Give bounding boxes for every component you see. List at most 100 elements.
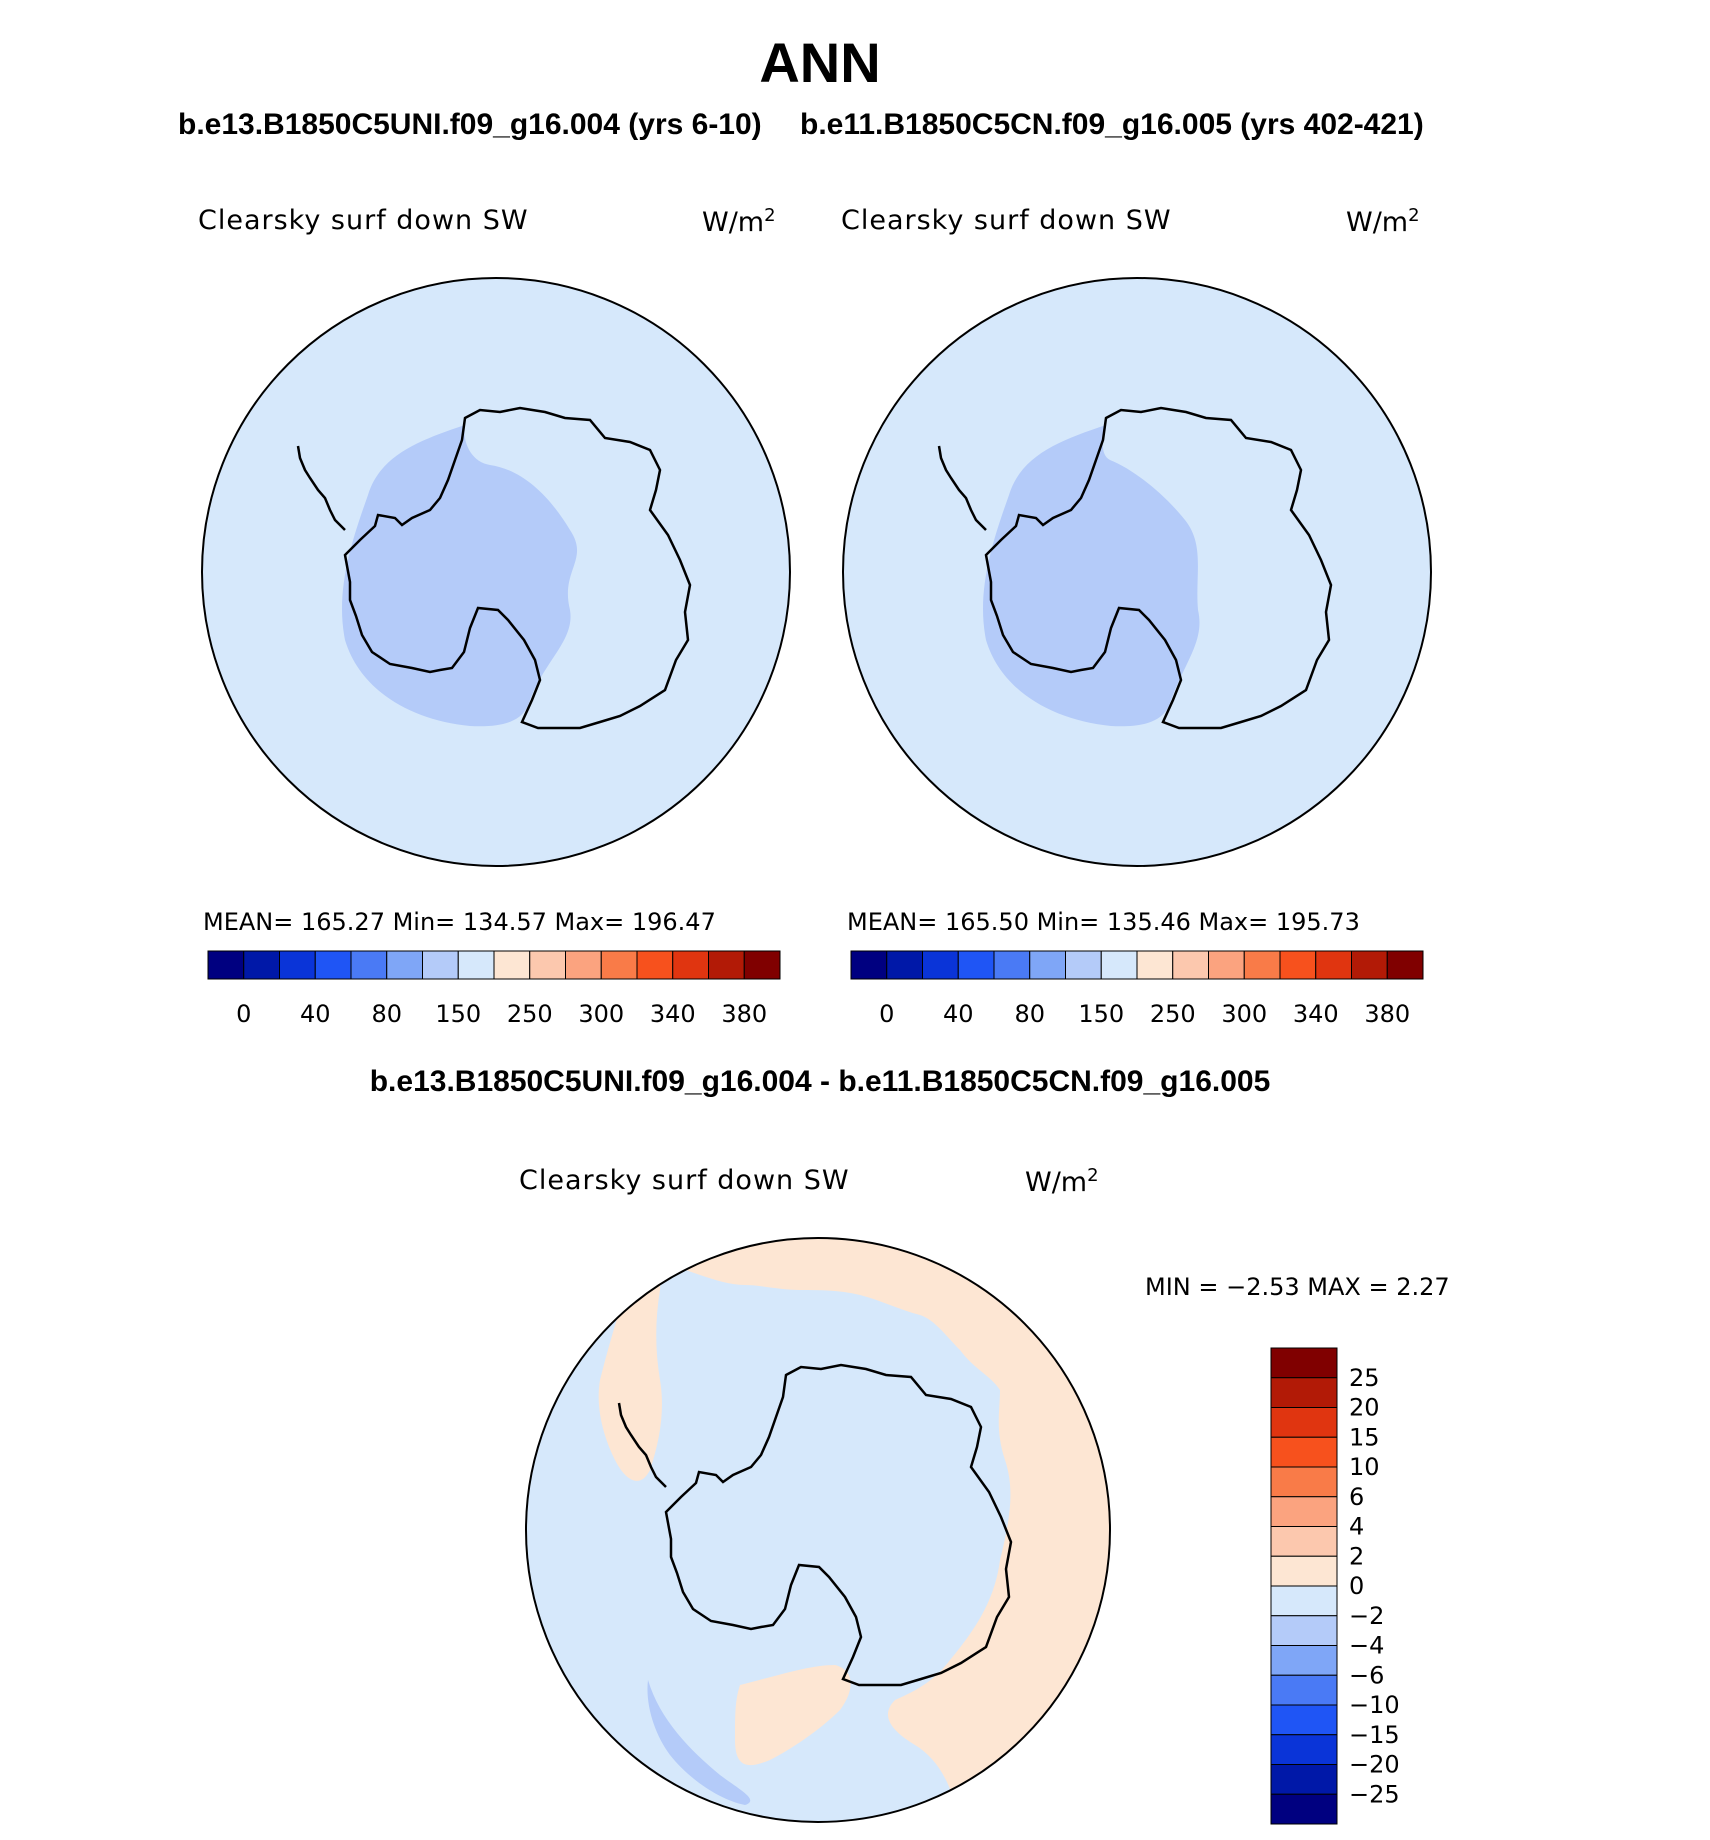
case1-title: b.e13.B1850C5UNI.f09_g16.004 (yrs 6-10): [178, 108, 762, 141]
panel3-colorbar-tick-label: 25: [1349, 1364, 1380, 1392]
panel1-colorbar-box: [565, 950, 602, 980]
panel1-colorbar-box: [636, 950, 674, 980]
panel3-colorbar-box: [1270, 1734, 1338, 1765]
panel1-colorbar: 0 40 80 150 250 300 340 380: [207, 950, 781, 1028]
panel2-colorbar-tick-label: 380: [1364, 1000, 1410, 1028]
panel1-map: [201, 277, 791, 867]
panel1-colorbar-box: [350, 950, 388, 980]
case2-title: b.e11.B1850C5CN.f09_g16.005 (yrs 402-421…: [800, 108, 1424, 141]
figure-title: ANN: [759, 31, 881, 94]
panel3-colorbar-box: [1270, 1793, 1338, 1825]
panel3-colorbar-tick-label: −25: [1349, 1780, 1400, 1808]
panel1-colorbar-tick-label: 150: [435, 1000, 481, 1028]
panel1-colorbar-box: [457, 950, 495, 980]
panel2-colorbar-box: [1315, 950, 1352, 980]
panel3-colorbar-tick-label: −20: [1349, 1751, 1400, 1779]
panel2-colorbar-tick-label: 300: [1221, 1000, 1267, 1028]
panel2-colorbar-box: [1065, 950, 1102, 980]
panel3-colorbar-tick-label: −15: [1349, 1721, 1400, 1749]
panel1-colorbar-box: [743, 950, 781, 980]
panel1-colorbar-tick-label: 40: [300, 1000, 331, 1028]
panel1-colorbar-box: [672, 950, 709, 980]
panel1-colorbar-box: [386, 950, 423, 980]
panel3-units: W/m2: [1025, 1165, 1099, 1198]
panel2-colorbar-box: [957, 950, 995, 980]
panel3-colorbar-box: [1270, 1377, 1338, 1408]
panel3-colorbar-box: [1270, 1585, 1338, 1617]
panel1-map-border: [201, 277, 791, 867]
panel3-colorbar-tick-label: 4: [1349, 1513, 1364, 1541]
panel2-colorbar-box: [850, 950, 888, 980]
panel2-colorbar-box: [1351, 950, 1388, 980]
panel1-colorbar-tick-label: 300: [578, 1000, 624, 1028]
panel2-colorbar-box: [1100, 950, 1138, 980]
panel1-colorbar-box: [422, 950, 459, 980]
panel1-colorbar-tick-label: 0: [236, 1000, 251, 1028]
panel3-colorbar-tick-label: 0: [1349, 1572, 1364, 1600]
panel3-colorbar-tick-label: 6: [1349, 1483, 1364, 1511]
panel2-variable-label: Clearsky surf down SW: [841, 205, 1172, 236]
panel3-colorbar-box: [1270, 1555, 1338, 1587]
panel1-colorbar-box: [708, 950, 745, 980]
panel2-colorbar-box: [1029, 950, 1066, 980]
panel1-colorbar-box: [529, 950, 566, 980]
panel2-stats: MEAN= 165.50 Min= 135.46 Max= 195.73: [847, 908, 1360, 936]
panel1-colorbar-box: [314, 950, 352, 980]
panel3-colorbar-tick-label: −4: [1349, 1632, 1384, 1660]
panel3-colorbar-box: [1270, 1466, 1338, 1498]
panel3-colorbar-box: [1270, 1645, 1338, 1676]
panel2-map-border: [842, 277, 1432, 867]
panel3-positive-region-south: [735, 1665, 851, 1766]
panel1-colorbar-tick-label: 250: [507, 1000, 553, 1028]
panel2-colorbar-box: [993, 950, 1031, 980]
panel3-negative-patch: [647, 1680, 751, 1805]
panel2-colorbar-box: [1243, 950, 1281, 980]
panel2-colorbar-tick-label: 150: [1078, 1000, 1124, 1028]
panel3-map: [525, 1237, 1111, 1823]
panel2-colorbar-tick-label: 250: [1150, 1000, 1196, 1028]
panel3-colorbar-tick-label: −10: [1349, 1691, 1400, 1719]
panel2-colorbar-box: [1279, 950, 1317, 980]
panel3-colorbar-tick-label: 2: [1349, 1542, 1364, 1570]
panel3-colorbar-box: [1270, 1704, 1338, 1736]
panel3-colorbar-tick-label: −6: [1349, 1661, 1384, 1689]
panel1-colorbar-box: [207, 950, 245, 980]
panel3-colorbar-tick-label: 10: [1349, 1453, 1380, 1481]
panel2-colorbar-tick-label: 40: [943, 1000, 974, 1028]
panel1-colorbar-tick-label: 380: [721, 1000, 767, 1028]
panel2-colorbar-box: [1172, 950, 1209, 980]
panel3-colorbar-box: [1270, 1526, 1338, 1557]
panel2-colorbar-tick-label: 0: [879, 1000, 894, 1028]
panel2-map: [842, 277, 1432, 867]
panel3-stats: MIN = −2.53 MAX = 2.27: [1145, 1273, 1450, 1301]
panel2-colorbar-box: [1386, 950, 1424, 980]
panel3-colorbar-box: [1270, 1674, 1338, 1706]
panel3-colorbar-tick-label: 20: [1349, 1394, 1380, 1422]
panel1-colorbar-box: [279, 950, 316, 980]
panel2-units: W/m2: [1346, 205, 1420, 238]
panel2-antarctica-coastline: [937, 406, 1333, 730]
panel2-colorbar-box: [1136, 950, 1174, 980]
panel1-colorbar-box: [243, 950, 280, 980]
panel3-colorbar-box: [1270, 1347, 1338, 1379]
panel3-colorbar-box: [1270, 1496, 1338, 1527]
panel3-colorbar-tick-label: 15: [1349, 1423, 1380, 1451]
panel2-colorbar-tick-label: 80: [1014, 1000, 1045, 1028]
panel3-positive-region-west: [598, 1250, 662, 1481]
panel1-stats: MEAN= 165.27 Min= 134.57 Max= 196.47: [203, 908, 716, 936]
panel1-antarctica-coastline: [296, 406, 692, 730]
panel2-west-region: [983, 425, 1200, 727]
panel3-colorbar-tick-label: −2: [1349, 1602, 1384, 1630]
panel2-colorbar-box: [1208, 950, 1245, 980]
panel3-variable-label: Clearsky surf down SW: [519, 1165, 850, 1196]
panel3-map-border: [525, 1237, 1111, 1823]
diff-title: b.e13.B1850C5UNI.f09_g16.004 - b.e11.B18…: [369, 1065, 1271, 1098]
panel1-units: W/m2: [702, 205, 776, 238]
panel3-colorbar-box: [1270, 1407, 1338, 1438]
panel1-variable-label: Clearsky surf down SW: [198, 205, 529, 236]
panel3-colorbar-box: [1270, 1615, 1338, 1646]
panel2-colorbar: 0 40 80 150 250 300 340 380: [850, 950, 1424, 1028]
panel3-colorbar-box: [1270, 1436, 1338, 1468]
